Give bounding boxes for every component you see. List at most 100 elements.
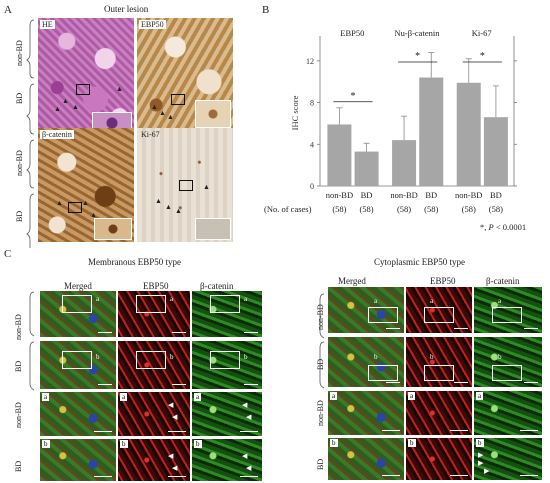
scale-bar — [524, 382, 538, 383]
roi-box — [210, 351, 240, 369]
ihc-bar-chart: 0 4 8 12 IHC score EBP50 non-BD (58) BD (58) * Nu-β… — [264, 28, 517, 214]
ki67-label: Ki-67 — [141, 130, 160, 139]
arrowhead-icon: ▲ — [167, 113, 174, 121]
case-count-label: (58) — [397, 204, 411, 214]
scale-bar — [172, 332, 186, 333]
bar — [354, 151, 379, 186]
fluo-ebp50-l0: a — [118, 291, 190, 337]
fluo-merged-r2: a — [328, 391, 404, 435]
significance-star: * — [480, 51, 485, 62]
beta-catenin-ihc-micrograph: β-catenin ▲ ▲ ▲ — [38, 128, 134, 242]
scale-bar — [168, 476, 186, 477]
arrowhead-icon: ◀ — [172, 413, 178, 421]
fluo-ebp50-l1: b — [118, 341, 190, 389]
case-count-label: (58) — [424, 204, 438, 214]
arrowhead-icon: ▶ — [484, 467, 490, 475]
y-axis-label: IHC score — [290, 95, 300, 130]
ebp50-ihc-label: EBP50 — [139, 20, 166, 29]
significance-star: * — [350, 91, 355, 102]
beta-catenin-label: β-catenin — [40, 130, 74, 139]
he-label: HE — [40, 20, 55, 29]
arrowhead-icon: ◀ — [172, 464, 178, 472]
y-tick-label: 0 — [310, 182, 314, 191]
fluo-catenin-r1: b — [474, 337, 542, 387]
panel-a-title: Outer lesion — [104, 4, 149, 14]
ebp50-inset — [195, 100, 231, 128]
case-count-label: (58) — [489, 204, 503, 214]
beta-catenin-inset — [94, 218, 132, 240]
scale-bar — [450, 430, 468, 431]
x-tick-label: BD — [490, 190, 502, 200]
roi-label: a — [430, 297, 434, 305]
arrowhead-icon: ▶ — [478, 459, 484, 467]
row-label-bd-he: BD — [15, 92, 24, 104]
inset-letter: b — [194, 440, 202, 448]
roi-box — [62, 295, 92, 313]
scale-bar — [386, 328, 400, 329]
x-tick-label: non-BD — [326, 190, 353, 200]
scale-bar — [520, 430, 538, 431]
panel-b-letter: B — [262, 4, 270, 16]
group-title: EBP50 — [340, 28, 364, 38]
x-tick-label: BD — [361, 190, 373, 200]
fluo-catenin-r2: a — [474, 391, 542, 435]
inset-letter: a — [194, 393, 202, 401]
arrowhead-icon: ◀ — [168, 401, 174, 409]
arrowhead-icon: ▲ — [116, 85, 123, 93]
scale-bar — [168, 431, 186, 432]
scale-bar — [244, 384, 258, 385]
roi-label: b — [170, 353, 174, 361]
row-label-c-left-2: non-BD — [14, 402, 23, 428]
beta-catenin-zoom-box — [68, 202, 82, 213]
roi-label: a — [244, 295, 248, 303]
arrowhead-icon: ◀ — [242, 452, 248, 460]
arrowhead-icon: ◀ — [246, 464, 252, 472]
roi-box — [368, 365, 398, 381]
significance-star: * — [415, 51, 420, 62]
ki67-zoom-box — [179, 180, 193, 191]
inset-letter: a — [120, 393, 128, 401]
inset-letter: b — [120, 440, 128, 448]
bar — [327, 124, 352, 186]
he-micrograph: HE ▲ ▲ ▲ ▲ — [38, 18, 134, 134]
row-label-bd-cat: BD — [15, 210, 24, 222]
row-label-c-left-3: BD — [14, 460, 23, 472]
roi-box — [424, 365, 454, 381]
ki67-ihc-micrograph: Ki-67 ▲ ▲ ▲ ▲ — [137, 128, 233, 242]
fluo-merged-l1: b — [40, 341, 116, 389]
inset-letter: a — [330, 392, 338, 400]
panel-c-letter: C — [4, 248, 12, 260]
fluo-ebp50-r3: b — [406, 438, 472, 480]
x-tick-label: non-BD — [455, 190, 482, 200]
case-count-label: (58) — [359, 204, 373, 214]
y-tick-label: 12 — [306, 57, 314, 66]
cases-label: (No. of cases) — [264, 204, 312, 214]
row-label-c-left-1: BD — [14, 360, 23, 372]
panel-c-left-title: Membranous EBP50 type — [88, 257, 181, 267]
ebp50-ihc-micrograph: EBP50 ▲ ▲ ▲ — [137, 18, 233, 134]
arrowhead-icon: ▲ — [72, 103, 79, 111]
col-merged-right: Merged — [338, 276, 366, 286]
row-brackets-a — [26, 19, 35, 248]
footnote-p: P — [488, 222, 494, 232]
arrowhead-icon: ▲ — [159, 109, 166, 117]
roi-label: b — [374, 353, 378, 361]
ki67-inset — [195, 218, 231, 240]
group-title: Ki-67 — [472, 28, 492, 38]
scale-bar — [240, 476, 258, 477]
arrowhead-icon: ▲ — [62, 97, 69, 105]
arrowhead-icon: ▲ — [175, 207, 182, 215]
inset-letter: a — [408, 392, 416, 400]
scale-bar — [382, 475, 400, 476]
arrowhead-icon: ◀ — [246, 413, 252, 421]
fluo-catenin-l0: a — [192, 291, 262, 337]
scale-bar — [98, 332, 112, 333]
footnote-star: *, — [480, 222, 489, 232]
arrowhead-icon: ◀ — [168, 452, 174, 460]
scale-bar — [520, 475, 538, 476]
y-tick-label: 8 — [310, 99, 314, 108]
fluo-merged-r1: b — [328, 337, 404, 387]
roi-label: b — [498, 353, 502, 361]
fluo-ebp50-l3: b ◀ ◀ — [118, 439, 190, 481]
row-brackets-c — [29, 291, 325, 391]
